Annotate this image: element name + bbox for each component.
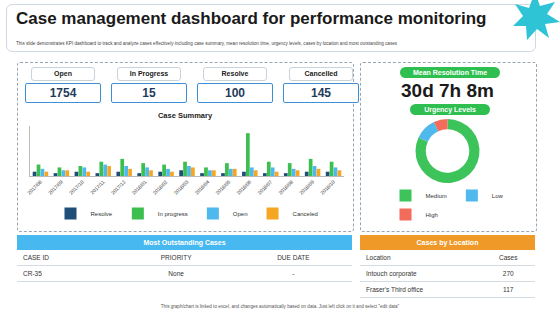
html-text:Location: Location <box>366 254 391 261</box>
html-text:Case management dashboard for: Case management dashboard for performanc… <box>16 9 487 28</box>
svg-text:Low: Low <box>492 193 504 199</box>
svg-text:2018/06: 2018/06 <box>235 179 252 196</box>
html-text:Resolve: Resolve <box>221 70 249 77</box>
html-text:CR-35: CR-35 <box>23 270 42 277</box>
html-text:Cancelled: Cancelled <box>304 70 338 77</box>
svg-text:2017/08: 2017/08 <box>26 179 43 196</box>
svg-text:In progress: In progress <box>158 211 188 217</box>
html-text:15: 15 <box>142 86 156 100</box>
html-text:Open: Open <box>54 70 72 77</box>
svg-text:2018/07: 2018/07 <box>256 179 273 196</box>
html-text:PRIORITY: PRIORITY <box>160 254 192 261</box>
html-text:CASE ID: CASE ID <box>23 254 49 261</box>
html-text:117: 117 <box>503 286 514 293</box>
html-text:Fraser's Third office: Fraser's Third office <box>366 286 423 293</box>
html-text:In Progress: In Progress <box>129 70 169 77</box>
html-text:Cases: Cases <box>499 254 518 261</box>
svg-text:2018/02: 2018/02 <box>152 179 169 196</box>
html-text:This slide demonstrates KPI da: This slide demonstrates KPI dashboard to… <box>16 41 398 46</box>
svg-text:2018/08: 2018/08 <box>277 179 294 196</box>
svg-text:2018/01: 2018/01 <box>131 179 148 196</box>
svg-text:2018/09: 2018/09 <box>298 179 315 196</box>
html-text:None: None <box>168 270 184 277</box>
html-text:Most Outstanding Cases: Most Outstanding Cases <box>143 239 226 246</box>
html-text:30d 7h 8m: 30d 7h 8m <box>401 80 494 101</box>
svg-text:Canceled: Canceled <box>293 211 318 217</box>
svg-text:2017/11: 2017/11 <box>89 179 106 196</box>
html-text:Mean Resolution Time: Mean Resolution Time <box>412 69 488 76</box>
svg-text:Case Summary: Case Summary <box>158 111 213 120</box>
html-text:Cases by Location: Cases by Location <box>416 239 479 246</box>
svg-text:2017/12: 2017/12 <box>110 179 127 196</box>
svg-text:2018/10: 2018/10 <box>319 179 336 196</box>
html-text:145: 145 <box>311 86 331 100</box>
svg-text:2017/09: 2017/09 <box>47 179 64 196</box>
html-text:Intouch corporate: Intouch corporate <box>366 270 417 277</box>
html-text:1754: 1754 <box>49 86 77 100</box>
svg-text:2018/05: 2018/05 <box>214 179 231 196</box>
html-text:This graph/chart is linked to: This graph/chart is linked to excel, and… <box>160 304 400 309</box>
svg-text:High: High <box>426 212 438 218</box>
svg-text:Open: Open <box>233 211 248 217</box>
html-text:270: 270 <box>502 270 514 277</box>
svg-text:2017/10: 2017/10 <box>68 179 85 196</box>
html-text:Urgency Levels: Urgency Levels <box>424 106 476 113</box>
svg-text:2018/04: 2018/04 <box>193 179 210 196</box>
html-text:100: 100 <box>225 86 245 100</box>
html-text:DUE DATE: DUE DATE <box>277 254 310 261</box>
svg-text:Medium: Medium <box>426 193 447 199</box>
svg-text:2018/03: 2018/03 <box>172 179 189 196</box>
svg-text:Resolve: Resolve <box>91 211 113 217</box>
